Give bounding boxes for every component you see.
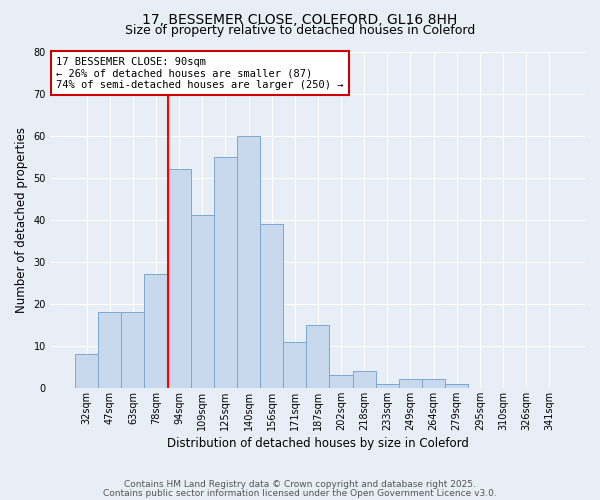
Bar bbox=[283, 342, 307, 388]
Bar bbox=[121, 312, 145, 388]
Bar bbox=[329, 376, 353, 388]
Text: Contains HM Land Registry data © Crown copyright and database right 2025.: Contains HM Land Registry data © Crown c… bbox=[124, 480, 476, 489]
Bar bbox=[75, 354, 98, 388]
Bar bbox=[422, 380, 445, 388]
Bar bbox=[214, 156, 237, 388]
Bar bbox=[260, 224, 283, 388]
Bar bbox=[445, 384, 468, 388]
Bar bbox=[191, 216, 214, 388]
Bar bbox=[376, 384, 399, 388]
Bar bbox=[399, 380, 422, 388]
Y-axis label: Number of detached properties: Number of detached properties bbox=[15, 126, 28, 312]
Bar bbox=[98, 312, 121, 388]
Bar bbox=[237, 136, 260, 388]
Bar bbox=[307, 325, 329, 388]
Text: Contains public sector information licensed under the Open Government Licence v3: Contains public sector information licen… bbox=[103, 490, 497, 498]
Text: 17, BESSEMER CLOSE, COLEFORD, GL16 8HH: 17, BESSEMER CLOSE, COLEFORD, GL16 8HH bbox=[142, 12, 458, 26]
Bar bbox=[145, 274, 167, 388]
Text: Size of property relative to detached houses in Coleford: Size of property relative to detached ho… bbox=[125, 24, 475, 37]
Bar bbox=[353, 371, 376, 388]
Text: 17 BESSEMER CLOSE: 90sqm
← 26% of detached houses are smaller (87)
74% of semi-d: 17 BESSEMER CLOSE: 90sqm ← 26% of detach… bbox=[56, 56, 344, 90]
X-axis label: Distribution of detached houses by size in Coleford: Distribution of detached houses by size … bbox=[167, 437, 469, 450]
Bar bbox=[167, 169, 191, 388]
